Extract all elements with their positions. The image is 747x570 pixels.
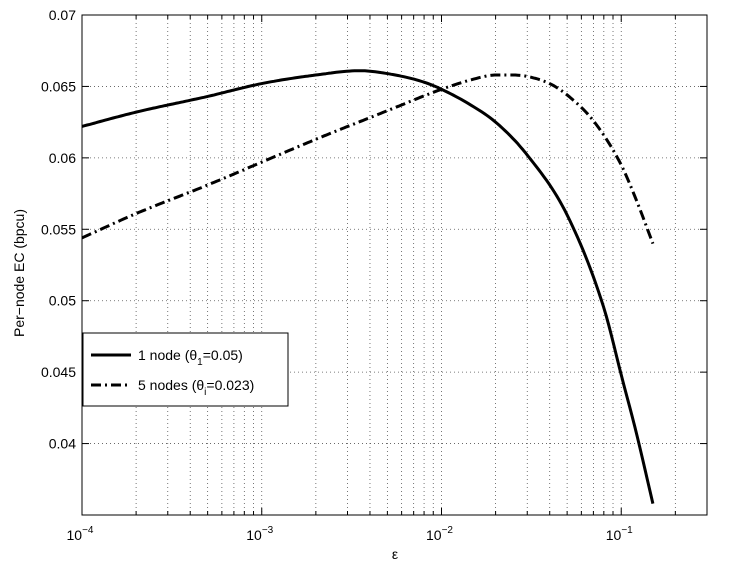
- plot-area-frame: [81, 14, 708, 516]
- legend-label-5-nodes: 5 nodes (θi=0.023): [138, 377, 254, 398]
- y-tick-label: 0.07: [49, 7, 76, 23]
- x-tick-label-base: 10: [246, 527, 262, 543]
- y-tick-label: 0.055: [41, 221, 76, 237]
- y-tick-labels: 0.04 0.045 0.05 0.055 0.06 0.065 0.07: [41, 7, 76, 452]
- y-tick-label: 0.045: [41, 364, 76, 380]
- series-line-1-node: [81, 69, 655, 504]
- legend-label-5-nodes-main: 5 nodes (θ: [138, 377, 204, 393]
- x-tick-label: 10−1: [606, 525, 633, 543]
- legend: 1 node (θ1=0.05) 5 nodes (θi=0.023): [82, 332, 289, 407]
- legend-label-5-nodes-sub: i: [204, 387, 206, 398]
- x-tick-label-base: 10: [426, 527, 442, 543]
- x-tick-label-exponent: −4: [82, 525, 94, 536]
- legend-label-5-nodes-tail: =0.023): [206, 377, 254, 393]
- y-tick-label: 0.05: [49, 293, 76, 309]
- y-axis-label: Per−node EC (bpcu): [11, 209, 27, 337]
- x-tick-label: 10−3: [246, 525, 273, 543]
- x-tick-label-exponent: −2: [442, 525, 454, 536]
- tick-marks: [81, 14, 708, 515]
- x-tick-label: 10−2: [426, 525, 453, 543]
- series-layer: [81, 69, 655, 504]
- x-tick-label-exponent: −1: [621, 525, 633, 536]
- y-tick-label: 0.04: [49, 436, 76, 452]
- legend-box: [82, 332, 289, 407]
- series-line-5-nodes: [81, 73, 655, 245]
- y-tick-label: 0.065: [41, 78, 76, 94]
- x-axis-label: ε: [392, 546, 398, 562]
- legend-label-1-node-main: 1 node (θ: [138, 347, 197, 363]
- x-tick-label-base: 10: [606, 527, 622, 543]
- x-tick-label-base: 10: [67, 527, 83, 543]
- legend-label-1-node-tail: =0.05): [203, 347, 243, 363]
- y-tick-label: 0.06: [49, 150, 76, 166]
- legend-label-1-node-sub: 1: [197, 357, 203, 368]
- x-tick-label: 10−4: [67, 525, 94, 543]
- x-tick-label-exponent: −3: [262, 525, 274, 536]
- legend-label-1-node: 1 node (θ1=0.05): [138, 347, 243, 368]
- x-tick-labels: 10−4 10−3 10−2 10−1: [67, 525, 634, 543]
